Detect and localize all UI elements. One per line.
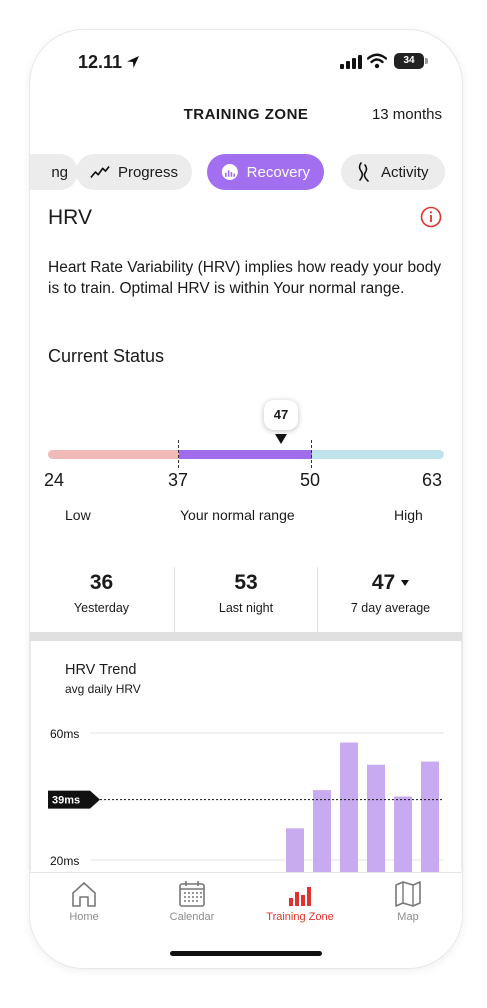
trend-bar (286, 828, 304, 875)
page-title: TRAINING ZONE (183, 106, 309, 123)
range-tick: 50 (300, 470, 321, 490)
stat-value: 36 (89, 571, 114, 594)
current-value-pointer (275, 434, 287, 444)
stat-yesterday: 36 Yesterday (30, 567, 173, 633)
hrv-stats: 36 Yesterday 53 Last night 47 7 day aver… (30, 567, 462, 633)
section-divider (30, 632, 462, 641)
range-segment-high (312, 450, 444, 459)
stat-last-night: 53 Last night (174, 567, 318, 633)
hrv-trend-card (30, 641, 462, 871)
calendar-icon (179, 881, 205, 907)
range-tick: 37 (168, 470, 189, 490)
range-label-high: High (394, 507, 423, 523)
stat-7-day-average[interactable]: 47 7 day average (319, 567, 462, 633)
tab-training-partial[interactable]: ng (30, 154, 78, 190)
tab-activity[interactable]: Activity (341, 154, 445, 190)
nav-training-zone[interactable]: Training Zone (246, 879, 354, 939)
tab-recovery[interactable]: Recovery (207, 154, 324, 190)
home-indicator (170, 951, 322, 956)
range-boundary-lower (178, 440, 179, 468)
tab-label: ng (51, 163, 68, 181)
y-label-bottom: 20ms (50, 854, 79, 868)
y-label-top: 60ms (50, 727, 79, 741)
status-bar: 12.11 34 (30, 30, 462, 92)
hrv-trend-chart: 60ms 20ms 39ms (48, 727, 444, 875)
trend-bar (394, 796, 412, 875)
phone-screen: 12.11 34 TRAINING ZONE 13 months ng P (30, 30, 462, 968)
map-icon (395, 881, 421, 907)
range-segment-low (48, 450, 179, 459)
nav-map[interactable]: Map (354, 879, 462, 939)
current-status-title: Current Status (48, 346, 165, 366)
trend-bar (313, 790, 331, 875)
nav-calendar[interactable]: Calendar (138, 879, 246, 939)
trend-bar (421, 761, 439, 875)
signal-icon (340, 55, 362, 69)
range-label-normal: Your normal range (180, 507, 295, 523)
battery-icon: 34 (394, 53, 424, 69)
tab-label: Progress (117, 163, 178, 181)
status-time: 12.11 (78, 52, 123, 72)
stat-value-wrap: 47 (319, 571, 462, 595)
tab-label: Activity (381, 163, 429, 181)
category-tabs: ng Progress Recovery Activity (30, 154, 462, 190)
home-icon (72, 882, 96, 907)
range-segment-normal (179, 450, 312, 459)
battery-tip (425, 58, 428, 64)
gauge-icon (221, 163, 238, 181)
stat-label: 7 day average (350, 601, 431, 615)
range-tick: 24 (44, 470, 65, 490)
stat-value: 47 (371, 571, 396, 594)
range-label-low: Low (65, 507, 91, 523)
section-title: HRV (48, 206, 92, 229)
trend-icon (90, 166, 110, 178)
trend-title: HRV Trend (65, 662, 137, 678)
stat-label: Last night (218, 601, 274, 615)
caret-down-icon (401, 580, 410, 587)
range-tick: 63 (422, 470, 443, 490)
average-tag (48, 790, 100, 809)
bar-chart-icon (289, 887, 311, 906)
trend-bar (367, 764, 385, 875)
info-icon[interactable] (420, 206, 442, 228)
stat-value: 53 (234, 571, 258, 594)
trend-subtitle: avg daily HRV (65, 682, 141, 696)
nav-home[interactable]: Home (30, 879, 138, 939)
current-value-bubble: 47 (264, 400, 298, 430)
time-range-selector[interactable]: 13 months (371, 106, 442, 123)
hrv-description: Heart Rate Variability (HRV) implies how… (48, 259, 442, 297)
nav-label: Map (397, 911, 419, 923)
activity-icon (358, 162, 369, 182)
tab-label: Recovery (246, 163, 310, 181)
trend-bar (340, 742, 358, 875)
wifi-icon (367, 53, 387, 69)
location-arrow-icon (127, 56, 139, 68)
nav-label: Home (69, 911, 99, 923)
tab-progress[interactable]: Progress (76, 154, 192, 190)
nav-label: Calendar (169, 911, 215, 923)
nav-label: Training Zone (266, 911, 334, 923)
range-boundary-upper (311, 440, 312, 468)
stat-label: Yesterday (73, 601, 130, 615)
trend-bars (286, 742, 439, 875)
average-tag-label: 39ms (52, 795, 80, 807)
hrv-range-indicator: 47 24 37 50 63 Low Your normal range Hig… (30, 400, 462, 550)
